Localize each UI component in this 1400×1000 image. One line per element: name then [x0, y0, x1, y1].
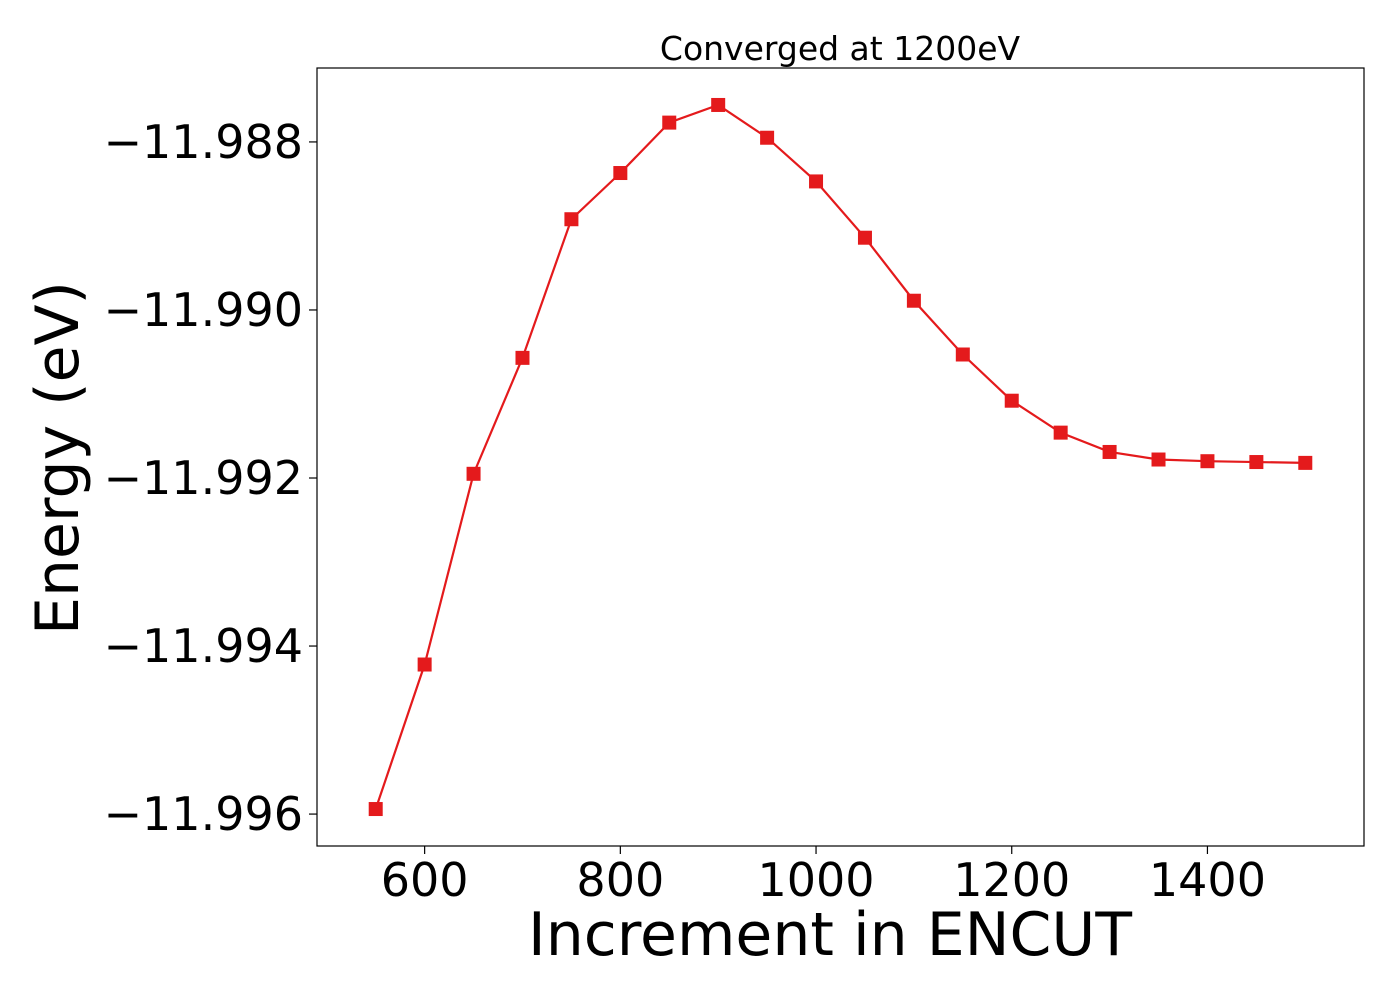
data-point [809, 174, 824, 189]
data-point [760, 130, 775, 145]
y-tick-label: −11.996 [104, 787, 304, 841]
data-point [368, 802, 383, 817]
data-point [515, 350, 530, 365]
data-point [955, 347, 970, 362]
data-point [417, 657, 432, 672]
y-tick-label: −11.990 [104, 283, 304, 337]
y-axis-title: Energy (eV) [23, 281, 93, 635]
data-point [906, 293, 921, 308]
y-tick-label: −11.988 [104, 115, 304, 169]
plot-frame [316, 67, 1365, 847]
data-series [368, 97, 1313, 817]
data-point [564, 212, 579, 227]
data-point [613, 166, 628, 181]
data-point [1102, 444, 1117, 459]
plot-area [316, 67, 1365, 847]
data-point [1053, 425, 1068, 440]
x-tick-label: 1000 [757, 853, 874, 907]
y-tick-label: −11.992 [104, 451, 304, 505]
axes-ticks: 600 800 1000 1200 1400 −11.988 −11.990 −11.992 −… [104, 115, 1266, 907]
data-point [857, 230, 872, 245]
data-point [1004, 393, 1019, 408]
x-axis-title: Increment in ENCUT [528, 900, 1132, 970]
x-tick-label: 800 [576, 853, 664, 907]
chart-title: Converged at 1200eV [660, 29, 1021, 68]
x-tick-label: 600 [381, 853, 469, 907]
data-point [1151, 452, 1166, 467]
data-point [1249, 455, 1264, 470]
data-point [711, 97, 726, 112]
y-tick-label: −11.994 [104, 619, 304, 673]
series-line [374, 103, 1306, 810]
data-point [1298, 455, 1313, 470]
data-point [662, 115, 677, 130]
data-point [1200, 454, 1215, 469]
data-point [466, 466, 481, 481]
x-tick-label: 1400 [1149, 853, 1266, 907]
x-tick-label: 1200 [953, 853, 1070, 907]
